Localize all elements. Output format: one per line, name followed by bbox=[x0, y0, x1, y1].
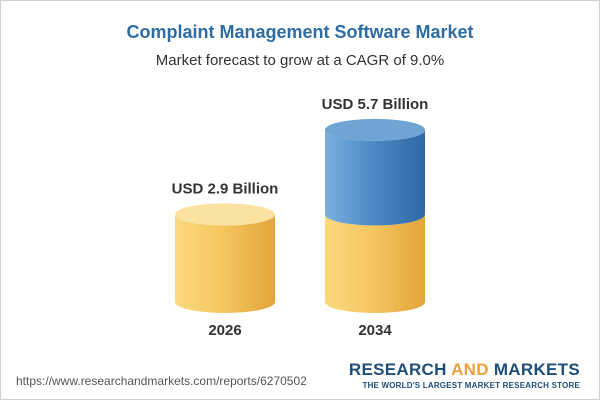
bar-2034-growth-top bbox=[325, 118, 425, 141]
bar-2034-growth-body bbox=[325, 129, 425, 226]
brand-logo-part-3: MARKETS bbox=[488, 360, 580, 379]
data-label-2026: USD 2.9 Billion bbox=[172, 180, 279, 197]
bar-2026-top bbox=[175, 203, 275, 226]
brand-logo-part-1: RESEARCH bbox=[348, 360, 452, 379]
brand-logo: RESEARCH AND MARKETS bbox=[349, 360, 580, 380]
source-link[interactable]: https://www.researchandmarkets.com/repor… bbox=[16, 374, 307, 388]
brand-tagline: THE WORLD'S LARGEST MARKET RESEARCH STOR… bbox=[362, 381, 580, 390]
chart-subtitle: Market forecast to grow at a CAGR of 9.0… bbox=[155, 52, 445, 69]
chart-title: Complaint Management Software Market bbox=[126, 22, 474, 42]
bar-2026 bbox=[175, 203, 275, 313]
data-label-2034: USD 5.7 Billion bbox=[322, 96, 429, 113]
bar-2034-growth bbox=[325, 118, 425, 226]
bar-2034-base-body bbox=[325, 214, 425, 313]
bar-2026-body bbox=[175, 214, 275, 313]
bar-2034-base bbox=[325, 214, 425, 313]
category-label-2034: 2034 bbox=[358, 322, 392, 339]
brand-logo-part-2: AND bbox=[451, 360, 489, 379]
category-label-2026: 2026 bbox=[208, 322, 241, 339]
